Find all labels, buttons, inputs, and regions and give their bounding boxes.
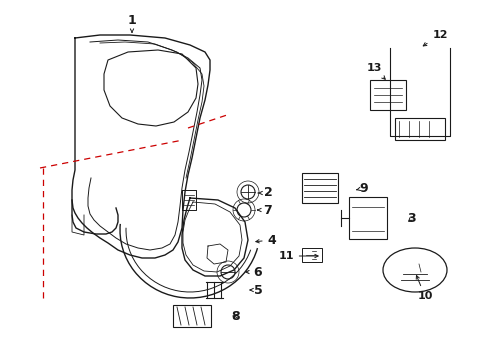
Text: 7: 7: [257, 203, 272, 216]
Text: 9: 9: [356, 181, 367, 194]
Text: 4: 4: [255, 234, 276, 247]
Text: 12: 12: [423, 30, 447, 46]
Bar: [394, 118, 444, 140]
Bar: [302, 173, 337, 203]
Bar: [348, 197, 386, 239]
Text: 5: 5: [249, 284, 262, 297]
Text: 8: 8: [231, 310, 240, 323]
Bar: [302, 248, 321, 262]
Text: 2: 2: [258, 186, 272, 199]
Text: 13: 13: [366, 63, 385, 79]
Text: 3: 3: [407, 211, 415, 225]
Bar: [173, 305, 210, 327]
Text: 10: 10: [415, 275, 432, 301]
Text: 1: 1: [127, 13, 136, 32]
Bar: [369, 80, 405, 110]
Text: 6: 6: [245, 266, 262, 279]
Text: 11: 11: [278, 251, 318, 261]
